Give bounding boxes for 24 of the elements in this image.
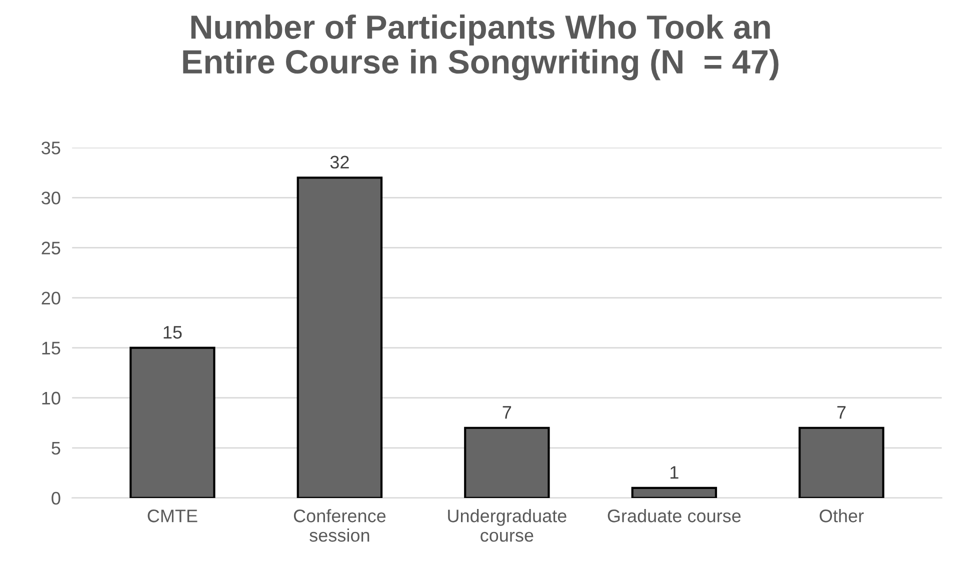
y-tick-label: 0: [52, 492, 60, 505]
x-tick-label: Graduate course: [608, 509, 741, 522]
y-tick-label: 10: [42, 392, 60, 405]
y-tick-label: 25: [42, 242, 60, 254]
x-tick-label: Undergraduate course: [448, 509, 566, 542]
bar: [130, 346, 216, 498]
data-label: 1: [670, 466, 678, 479]
data-label: 7: [502, 406, 512, 419]
data-label: 32: [330, 156, 349, 169]
y-tick-label: 35: [42, 142, 60, 154]
x-tick-label: Conference session: [294, 509, 386, 542]
bar: [798, 426, 884, 498]
y-tick-label: 30: [42, 192, 60, 204]
data-label: 7: [837, 406, 846, 419]
chart-title: Number of Participants Who Took an Entire Course in Songwriting (N = 47): [183, 14, 778, 80]
bar: [631, 486, 718, 498]
y-tick-label: 15: [42, 342, 60, 355]
bar: [296, 176, 383, 498]
data-label: 15: [164, 326, 182, 339]
bar: [464, 426, 550, 498]
y-tick-label: 5: [52, 442, 60, 455]
x-tick-label: Other: [820, 509, 864, 522]
x-tick-label: CMTE: [148, 510, 198, 522]
y-tick-label: 20: [42, 292, 60, 304]
